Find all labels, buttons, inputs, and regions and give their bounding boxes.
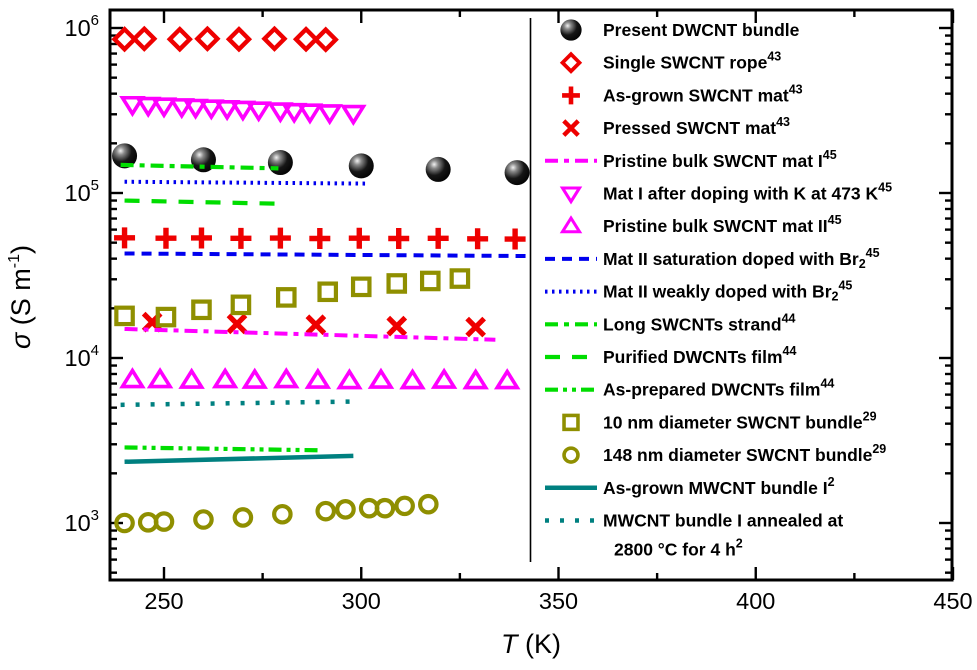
legend-label: Mat II weakly doped with Br245 — [603, 279, 852, 304]
series-mat-ii-weakly-doped-br2 — [124, 179, 370, 186]
legend-item-as-grown-mwcnt-bundle-i: As-grown MWCNT bundle I2 — [545, 475, 835, 498]
legend-label: Present DWCNT bundle — [603, 20, 800, 40]
legend-label: Mat I after doping with K at 473 K45 — [603, 181, 892, 204]
legend-label: Pressed SWCNT mat43 — [603, 115, 790, 138]
legend-label: 10 nm diameter SWCNT bundle29 — [603, 409, 877, 432]
legend-label: 148 nm diameter SWCNT bundle29 — [603, 442, 886, 465]
x-tick-label: 250 — [144, 588, 183, 614]
series-single-swcnt-rope — [111, 25, 339, 53]
x-axis-title: T (K) — [501, 629, 561, 659]
legend-item-pristine-bulk-swcnt-mat-i: Pristine bulk SWCNT mat I45 — [545, 148, 837, 171]
legend-item-single-swcnt-rope: Single SWCNT rope43 — [559, 50, 781, 74]
series-as-grown-swcnt-mat — [114, 227, 526, 250]
legend-label: As-grown MWCNT bundle I2 — [603, 475, 835, 498]
y-tick-labels: 103 104 105 106 — [65, 12, 99, 536]
legend-label: Purified DWCNTs film44 — [603, 344, 796, 367]
x-tick-label: 400 — [736, 588, 775, 614]
legend-item-present-dwcnt-bundle: Present DWCNT bundle — [560, 19, 800, 41]
legend-item-pressed-swcnt-mat: Pressed SWCNT mat43 — [562, 115, 790, 138]
y-tick-label: 105 — [65, 177, 99, 206]
legend-item-mat-i-doped-k-473: Mat I after doping with K at 473 K45 — [559, 181, 892, 205]
legend: Present DWCNT bundle Single SWCNT rope43 A… — [529, 18, 892, 562]
legend-label: As-prepared DWCNTs film44 — [603, 377, 834, 400]
x-tick-label: 450 — [933, 588, 972, 614]
legend-label: Long SWCNTs strand44 — [603, 311, 796, 334]
y-tick-label: 104 — [65, 342, 99, 371]
x-tick-label: 300 — [342, 588, 381, 614]
legend-label: Single SWCNT rope43 — [603, 50, 781, 73]
series-swcnt-bundle-148nm — [114, 493, 439, 534]
legend-label: Pristine bulk SWCNT mat I45 — [603, 148, 837, 171]
legend-label: Mat II saturation doped with Br245 — [603, 246, 880, 271]
y-axis-title: σ (S m-1) — [6, 245, 36, 349]
series-present-dwcnt-bundle — [112, 143, 530, 186]
legend-item-mat-ii-weakly-doped-br2: Mat II weakly doped with Br245 — [545, 279, 852, 304]
legend-label: MWCNT bundle I annealed at — [603, 511, 843, 531]
y-tick-label: 103 — [65, 507, 99, 536]
series-swcnt-bundle-10nm — [114, 268, 471, 328]
series-pristine-bulk-swcnt-mat-i — [124, 326, 496, 342]
legend-item-mwcnt-bundle-i-annealed: MWCNT bundle I annealed at 2800 °C for 4 … — [545, 511, 843, 560]
legend-item-mat-ii-saturation-doped-br2: Mat II saturation doped with Br245 — [545, 246, 880, 271]
series-as-grown-mwcnt-bundle-i — [124, 453, 354, 465]
legend-item-purified-dwcnts-film: Purified DWCNTs film44 — [545, 344, 796, 367]
legend-item-as-prepared-dwcnts-film: As-prepared DWCNTs film44 — [545, 377, 834, 400]
series-mat-i-doped-k-473 — [119, 95, 367, 126]
legend-item-swcnt-bundle-10nm: 10 nm diameter SWCNT bundle29 — [562, 409, 877, 432]
legend-label: Pristine bulk SWCNT mat II45 — [603, 213, 842, 236]
series-pristine-bulk-swcnt-mat-ii — [119, 367, 521, 390]
x-tick-label: 350 — [539, 588, 578, 614]
legend-item-swcnt-bundle-148nm: 148 nm diameter SWCNT bundle29 — [562, 442, 886, 465]
legend-item-as-grown-swcnt-mat: As-grown SWCNT mat43 — [562, 82, 803, 105]
y-tick-label: 106 — [65, 12, 99, 41]
legend-item-long-swcnts-strand: Long SWCNTs strand44 — [545, 311, 796, 334]
legend-label: 2800 °C for 4 h2 — [614, 537, 743, 560]
x-tick-labels: 250 300 350 400 450 — [144, 588, 972, 614]
series-mwcnt-bundle-i-annealed — [120, 399, 358, 408]
legend-label: As-grown SWCNT mat43 — [603, 82, 803, 105]
plot-frame — [108, 8, 954, 582]
series-long-swcnts-strand — [120, 162, 279, 171]
axis-ticks — [110, 10, 955, 580]
legend-item-pristine-bulk-swcnt-mat-ii: Pristine bulk SWCNT mat II45 — [559, 213, 842, 236]
